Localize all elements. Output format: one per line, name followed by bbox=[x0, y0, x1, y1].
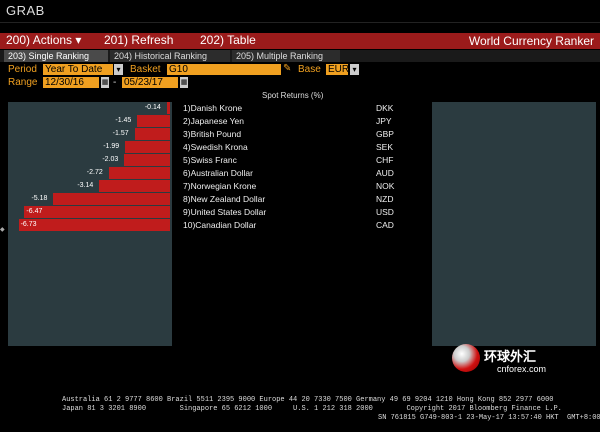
bar-value-label: -1.45 bbox=[115, 117, 132, 124]
refresh-button[interactable]: 201) Refresh bbox=[104, 33, 174, 47]
range-end-input[interactable]: 05/23/17 bbox=[122, 77, 178, 88]
currency-code: CHF bbox=[376, 155, 394, 165]
bar-sek bbox=[125, 141, 170, 153]
bar-gbp bbox=[134, 128, 170, 140]
table-row[interactable]: 3)British Pound bbox=[183, 128, 383, 140]
currency-code: SEK bbox=[376, 142, 394, 152]
bar-dkk bbox=[166, 102, 170, 114]
watermark-url: cnforex.com bbox=[497, 364, 547, 374]
currency-name: Japanese Yen bbox=[190, 116, 244, 126]
bar-chf bbox=[124, 154, 170, 166]
currency-code: JPY bbox=[376, 116, 392, 126]
currency-name: Canadian Dollar bbox=[195, 220, 257, 230]
bar-aud bbox=[108, 167, 170, 179]
currency-code: GBP bbox=[376, 129, 394, 139]
rank-number: 7) bbox=[183, 181, 191, 191]
currency-name: Swedish Krona bbox=[190, 142, 248, 152]
rank-number: 3) bbox=[183, 129, 191, 139]
calendar-icon[interactable]: ▦ bbox=[101, 77, 109, 88]
currency-name: Norwegian Krone bbox=[190, 181, 257, 191]
window-title-bar: GRAB bbox=[0, 0, 600, 23]
currency-name: United States Dollar bbox=[190, 207, 267, 217]
pencil-icon[interactable]: ✎ bbox=[283, 63, 292, 74]
bar-value-label: -2.03 bbox=[102, 156, 119, 163]
footer-session-info: SN 761815 G749-803-1 23-May-17 13:57:40 … bbox=[378, 414, 600, 422]
table-row[interactable]: 9)United States Dollar bbox=[183, 206, 383, 218]
rank-number: 1) bbox=[183, 103, 191, 113]
base-currency-select[interactable]: EUR bbox=[326, 64, 350, 75]
table-row[interactable]: 2)Japanese Yen bbox=[183, 115, 383, 127]
rank-number: 9) bbox=[183, 207, 191, 217]
bar-value-label: -0.14 bbox=[144, 104, 161, 111]
rank-number: 6) bbox=[183, 168, 191, 178]
currency-name: Australian Dollar bbox=[190, 168, 253, 178]
currency-name: Danish Krone bbox=[190, 103, 243, 113]
table-row[interactable]: 5)Swiss Franc bbox=[183, 154, 383, 166]
table-button[interactable]: 202) Table bbox=[200, 33, 256, 47]
basket-input[interactable]: G10 bbox=[167, 64, 281, 75]
tab-bar: 203) Single Ranking 204) Historical Rank… bbox=[0, 50, 600, 62]
currency-name: British Pound bbox=[190, 129, 242, 139]
table-row[interactable]: 10)Canadian Dollar bbox=[183, 219, 383, 231]
bar-value-label: -6.47 bbox=[26, 208, 43, 215]
bar-jpy bbox=[137, 115, 170, 127]
rank-number: 4) bbox=[183, 142, 191, 152]
currency-name: New Zealand Dollar bbox=[190, 194, 266, 204]
currency-code: NZD bbox=[376, 194, 394, 204]
range-label: Range bbox=[8, 77, 38, 88]
tab-multiple-ranking[interactable]: 205) Multiple Ranking bbox=[232, 50, 340, 62]
bar-value-label: -3.14 bbox=[77, 182, 94, 189]
bar-value-label: -1.57 bbox=[112, 130, 129, 137]
bar-value-label: -2.72 bbox=[86, 169, 103, 176]
table-row[interactable]: 4)Swedish Krona bbox=[183, 141, 383, 153]
footer-contacts-line1: Australia 61 2 9777 8600 Brazil 5511 239… bbox=[62, 396, 554, 404]
currency-code: NOK bbox=[376, 181, 395, 191]
ranking-table: 1)Danish Krone DKK 2)Japanese Yen JPY 3)Brit… bbox=[183, 102, 403, 232]
bar-value-label: -6.73 bbox=[20, 221, 37, 228]
currency-code: USD bbox=[376, 207, 394, 217]
table-row[interactable]: 8)New Zealand Dollar bbox=[183, 193, 383, 205]
bar-nzd bbox=[53, 193, 170, 205]
currency-code: AUD bbox=[376, 168, 394, 178]
scroll-marker-icon: ◆ bbox=[0, 227, 5, 233]
tab-single-ranking[interactable]: 203) Single Ranking bbox=[4, 50, 108, 62]
table-row[interactable]: 1)Danish Krone bbox=[183, 102, 383, 114]
rank-number: 8) bbox=[183, 194, 191, 204]
currency-name: Swiss Franc bbox=[190, 155, 237, 165]
cnforex-logo-icon bbox=[452, 344, 480, 372]
range-separator: - bbox=[113, 77, 117, 88]
actions-menu[interactable]: 200) Actions ▾ bbox=[6, 33, 82, 47]
bar-value-label: -1.99 bbox=[103, 143, 120, 150]
ranking-chart-panel: -0.14 -1.45 -1.57 -1.99 -2.03 -2.72 -3.14 -5.18… bbox=[8, 102, 172, 346]
bar-value-label: -5.18 bbox=[31, 195, 48, 202]
tab-historical-ranking[interactable]: 204) Historical Ranking bbox=[110, 50, 230, 62]
period-dropdown-icon[interactable]: ▾ bbox=[114, 64, 123, 75]
bar-cad bbox=[18, 219, 170, 231]
currency-code: CAD bbox=[376, 220, 394, 230]
function-menu-bar: 200) Actions ▾ 201) Refresh 202) Table W… bbox=[0, 33, 600, 49]
range-start-input[interactable]: 12/30/16 bbox=[43, 77, 99, 88]
table-row[interactable]: 7)Norwegian Krone bbox=[183, 180, 383, 192]
table-row[interactable]: 6)Australian Dollar bbox=[183, 167, 383, 179]
bar-nok bbox=[99, 180, 170, 192]
spot-returns-header: Spot Returns (%) bbox=[262, 91, 324, 100]
watermark-brand-cn: 环球外汇 bbox=[484, 350, 537, 365]
calendar-icon[interactable]: ▦ bbox=[180, 77, 188, 88]
rank-number: 10) bbox=[183, 220, 196, 230]
chevron-down-icon: ▾ bbox=[75, 33, 82, 47]
basket-label: Basket bbox=[130, 64, 161, 75]
rank-number: 2) bbox=[183, 116, 191, 126]
period-label: Period bbox=[8, 64, 37, 75]
bar-usd bbox=[24, 206, 170, 218]
currency-code: DKK bbox=[376, 103, 394, 113]
footer-contacts-line2: Japan 81 3 3201 8900 Singapore 65 6212 1… bbox=[62, 405, 562, 413]
function-title: World Currency Ranker bbox=[468, 34, 594, 48]
ranking-bar-chart: -0.14 -1.45 -1.57 -1.99 -2.03 -2.72 -3.14 -5.18… bbox=[8, 102, 172, 232]
right-panel bbox=[432, 102, 596, 346]
window-title: GRAB bbox=[6, 3, 45, 18]
base-label: Base bbox=[298, 64, 321, 75]
period-select[interactable]: Year To Date bbox=[43, 64, 113, 75]
base-dropdown-icon[interactable]: ▾ bbox=[350, 64, 359, 75]
rank-number: 5) bbox=[183, 155, 191, 165]
